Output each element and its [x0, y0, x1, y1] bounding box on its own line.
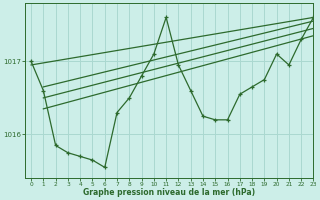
X-axis label: Graphe pression niveau de la mer (hPa): Graphe pression niveau de la mer (hPa)	[83, 188, 255, 197]
